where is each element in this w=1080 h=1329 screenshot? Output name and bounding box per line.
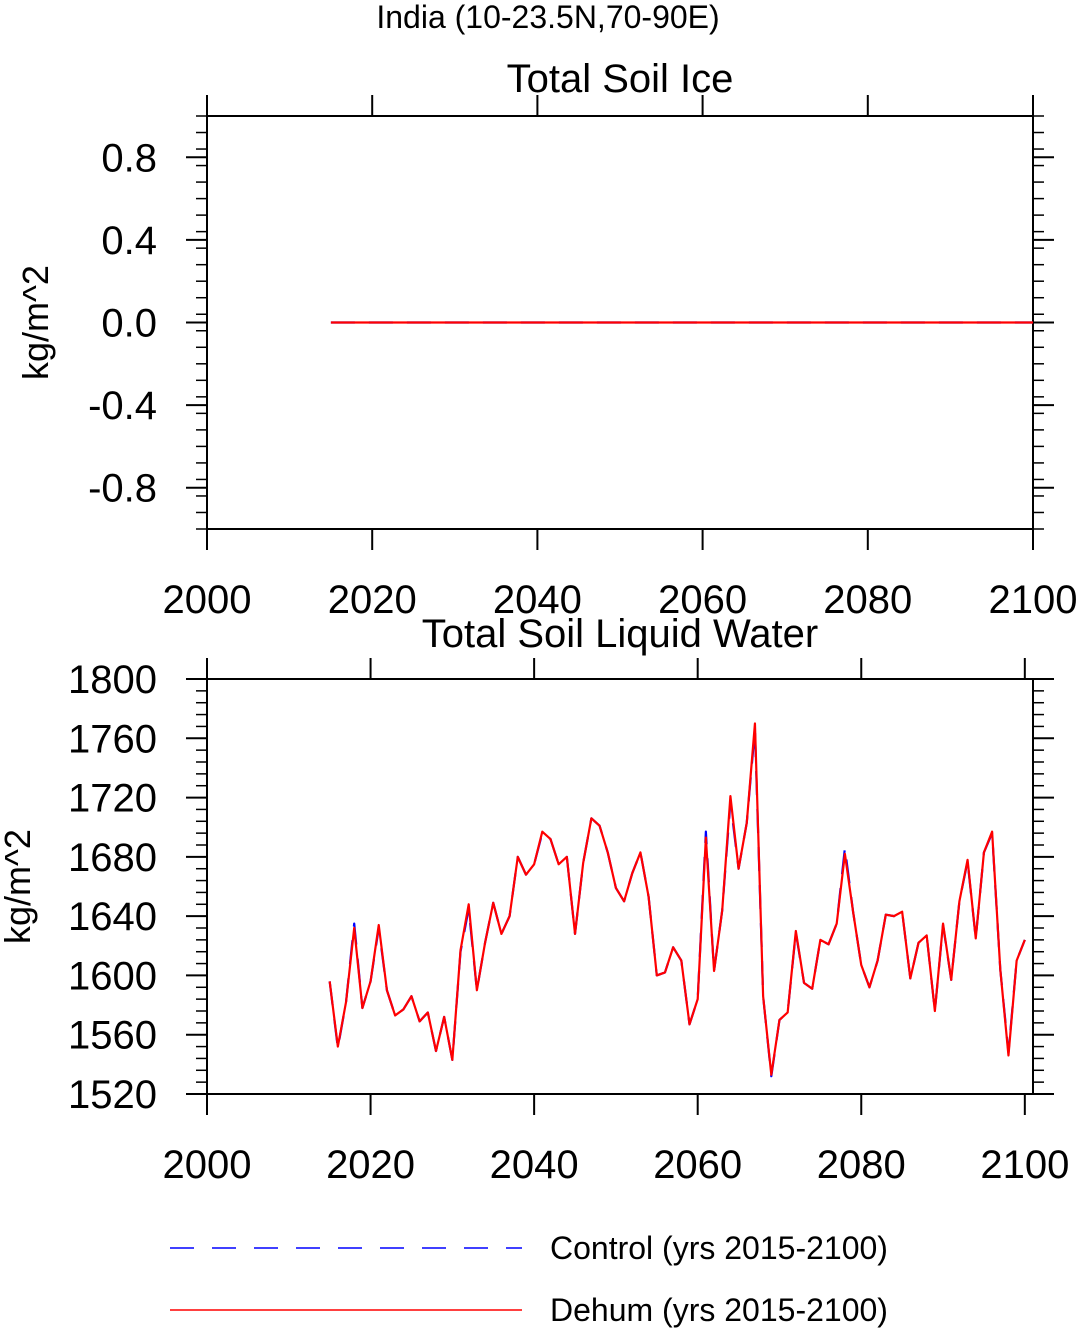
- page-title: India (10-23.5N,70-90E): [376, 0, 719, 35]
- legend-label-1: Control (yrs 2015-2100): [550, 1230, 888, 1266]
- series-line-dehum: [328, 722, 1026, 1076]
- x-tick-label: 2100: [980, 1143, 1069, 1187]
- x-tick-label: 2000: [163, 578, 252, 622]
- y-tick-label: 1560: [68, 1014, 157, 1058]
- x-tick-label: 2060: [658, 578, 747, 622]
- plot-frame: [206, 678, 1034, 1095]
- y-tick-label: -0.4: [88, 384, 157, 428]
- series-line-control: [328, 728, 1026, 1078]
- y-axis-label: kg/m^2: [15, 265, 56, 380]
- y-tick-label: 1640: [68, 895, 157, 939]
- legend: Control (yrs 2015-2100) Dehum (yrs 2015-2…: [170, 1230, 888, 1328]
- y-tick-label: 1720: [68, 777, 157, 821]
- y-axis-label: kg/m^2: [0, 829, 38, 944]
- y-tick-label: -0.8: [88, 467, 157, 511]
- x-tick-label: 2100: [989, 578, 1078, 622]
- x-tick-label: 2020: [328, 578, 417, 622]
- y-tick-label: 1680: [68, 836, 157, 880]
- x-tick-label: 2040: [490, 1143, 579, 1187]
- x-tick-label: 2080: [817, 1143, 906, 1187]
- chart-panel-2: Total Soil Liquid Water kg/m^2 2000 2020 204…: [0, 612, 1069, 1187]
- y-tick-label: 0.8: [101, 136, 157, 180]
- y-tick-label: 0.4: [101, 219, 157, 263]
- legend-label-2: Dehum (yrs 2015-2100): [550, 1292, 888, 1328]
- x-tick-label: 2020: [326, 1143, 415, 1187]
- y-tick-label: 0.0: [101, 302, 157, 346]
- y-tick-label: 1800: [68, 658, 157, 702]
- y-tick-label: 1600: [68, 954, 157, 998]
- chart-title: Total Soil Liquid Water: [422, 612, 818, 656]
- x-tick-label: 2060: [653, 1143, 742, 1187]
- y-tick-label: 1520: [68, 1073, 157, 1117]
- x-tick-label: 2080: [823, 578, 912, 622]
- chart-panel-1: Total Soil Ice kg/m^2 2000 2020 2040 2060 2080…: [15, 57, 1077, 622]
- y-tick-label: 1760: [68, 717, 157, 761]
- chart-title: Total Soil Ice: [507, 57, 734, 101]
- x-tick-label: 2040: [493, 578, 582, 622]
- x-tick-label: 2000: [163, 1143, 252, 1187]
